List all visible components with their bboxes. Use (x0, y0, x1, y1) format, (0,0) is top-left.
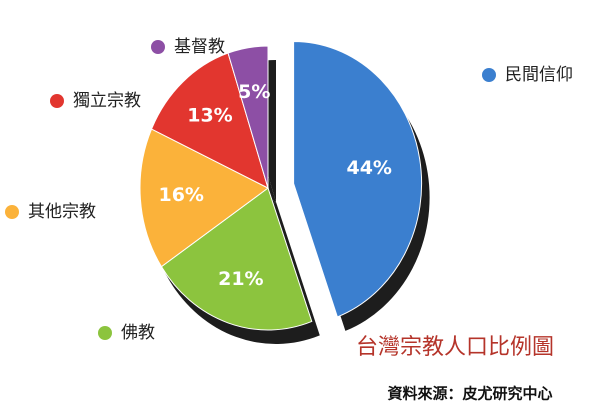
legend-label: 佛教 (121, 323, 155, 343)
legend-label: 獨立宗教 (73, 91, 141, 111)
legend-marker (98, 326, 112, 340)
slice (139, 128, 269, 268)
legend-label: 民間信仰 (505, 65, 573, 85)
value-label: 16% (158, 184, 203, 206)
value-label: 5% (238, 81, 270, 103)
legend-label: 其他宗教 (28, 202, 96, 222)
legend-label: 基督教 (174, 37, 225, 57)
source-note: 資料來源：皮尤研究中心 (387, 385, 552, 403)
legend-marker (50, 94, 64, 108)
slice (160, 187, 313, 331)
slice (150, 52, 269, 189)
pie-slices (139, 40, 423, 331)
slice (227, 45, 269, 189)
value-label: 13% (187, 105, 232, 127)
chart-title: 台灣宗教人口比例圖 (356, 335, 554, 360)
legend-marker (5, 205, 19, 219)
value-label: 44% (346, 157, 391, 179)
legend-marker (151, 40, 165, 54)
value-labels: 44% 21% 16% 13% 5% (158, 81, 391, 290)
slice (293, 40, 423, 318)
value-label: 21% (218, 268, 263, 290)
legend-marker (482, 68, 496, 82)
